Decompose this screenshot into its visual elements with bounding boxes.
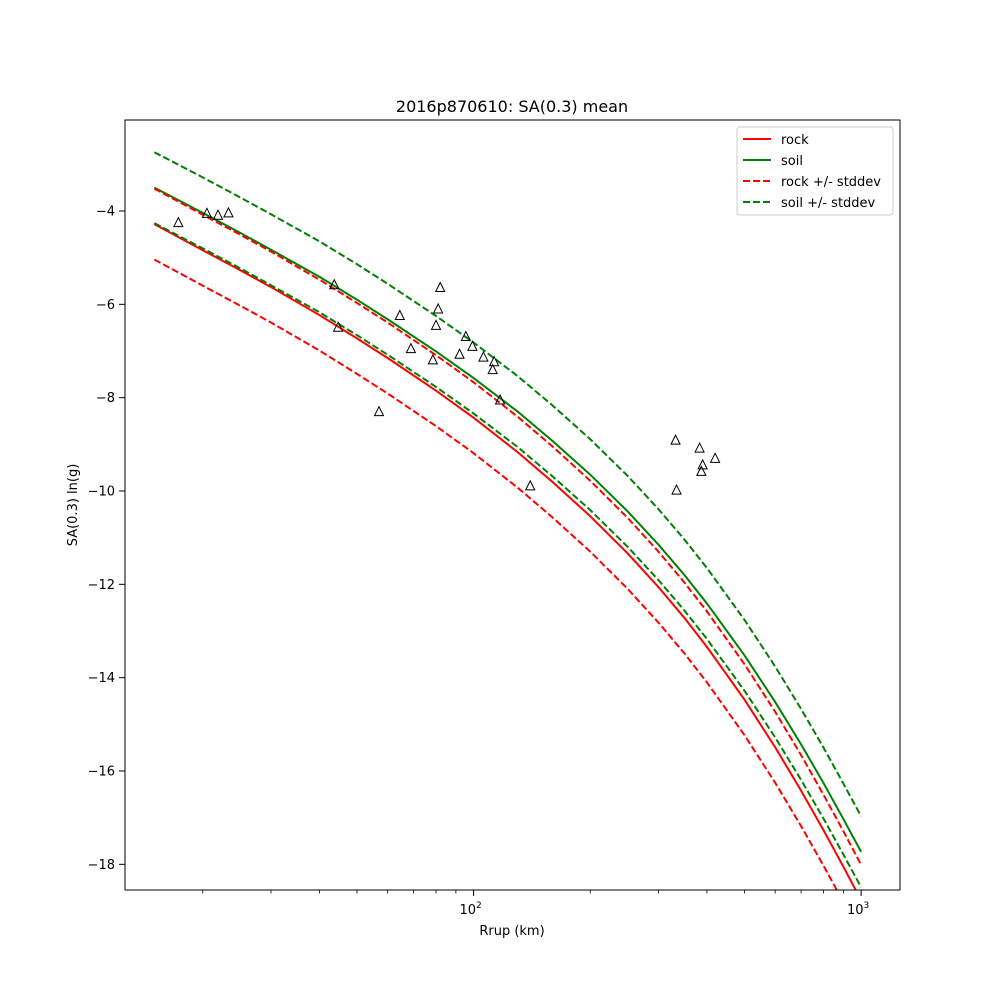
observation-point bbox=[223, 206, 234, 218]
observation-point bbox=[478, 350, 489, 362]
x-tick-label: 103 bbox=[847, 901, 869, 918]
observation-point bbox=[467, 340, 478, 351]
chart-title: 2016p870610: SA(0.3) mean bbox=[396, 97, 628, 116]
y-tick-label: −14 bbox=[88, 671, 115, 686]
legend-label: soil +/- stddev bbox=[781, 196, 876, 211]
observation-point bbox=[694, 441, 705, 453]
observation-point bbox=[709, 452, 721, 463]
observation-point bbox=[373, 405, 385, 417]
y-tick-label: −16 bbox=[88, 765, 115, 780]
series-line-3 bbox=[153, 258, 838, 890]
curves-layer bbox=[153, 151, 862, 890]
y-tick-label: −6 bbox=[96, 298, 115, 313]
x-axis-label: Rrup (km) bbox=[479, 924, 544, 939]
observation-point bbox=[394, 309, 406, 321]
observation-point bbox=[430, 319, 442, 330]
observation-point bbox=[201, 207, 213, 218]
series-line-2 bbox=[153, 187, 862, 866]
observation-point bbox=[697, 458, 708, 470]
observation-point bbox=[427, 353, 439, 365]
plot-frame bbox=[124, 119, 901, 891]
y-tick-label: −10 bbox=[88, 485, 115, 500]
observation-point bbox=[460, 330, 472, 342]
observation-point bbox=[432, 302, 444, 314]
observations-layer bbox=[173, 206, 721, 495]
y-tick-label: −18 bbox=[88, 858, 115, 873]
x-axis: 102 103 bbox=[202, 890, 869, 918]
observation-point bbox=[434, 281, 446, 293]
observation-point bbox=[454, 348, 465, 359]
y-tick-label: −12 bbox=[88, 578, 115, 593]
y-axis-label: SA(0.3) ln(g) bbox=[66, 464, 81, 547]
series-line-0 bbox=[153, 223, 857, 890]
y-tick-label: −8 bbox=[96, 391, 115, 406]
observation-point bbox=[494, 393, 506, 405]
legend: rock soil rock +/- stddev soil +/- stddev bbox=[736, 126, 894, 216]
observation-point bbox=[212, 209, 224, 220]
legend-label: rock +/- stddev bbox=[781, 175, 881, 190]
series-line-1 bbox=[153, 186, 862, 853]
observation-point bbox=[332, 321, 344, 332]
observation-point bbox=[524, 479, 536, 491]
legend-label: rock bbox=[781, 133, 809, 148]
observation-point bbox=[328, 278, 340, 290]
observation-point bbox=[405, 342, 417, 354]
x-tick-label: 102 bbox=[459, 901, 481, 918]
legend-box bbox=[736, 126, 894, 216]
observation-point bbox=[671, 483, 682, 495]
observation-point bbox=[487, 363, 498, 375]
y-axis: −4 −6 −8 −10 −12 −14 −16 −18 bbox=[88, 205, 125, 873]
observation-point bbox=[488, 355, 500, 367]
observation-point bbox=[696, 465, 707, 476]
y-tick-label: −4 bbox=[96, 205, 115, 220]
observation-point bbox=[670, 434, 681, 445]
observation-point bbox=[173, 216, 184, 228]
series-line-4 bbox=[153, 151, 862, 817]
series-line-5 bbox=[153, 222, 862, 888]
legend-label: soil bbox=[781, 154, 803, 169]
